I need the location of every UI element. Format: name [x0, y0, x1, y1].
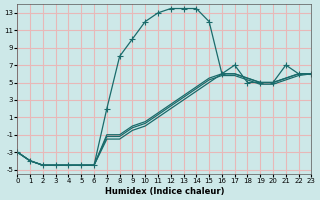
X-axis label: Humidex (Indice chaleur): Humidex (Indice chaleur)	[105, 187, 224, 196]
